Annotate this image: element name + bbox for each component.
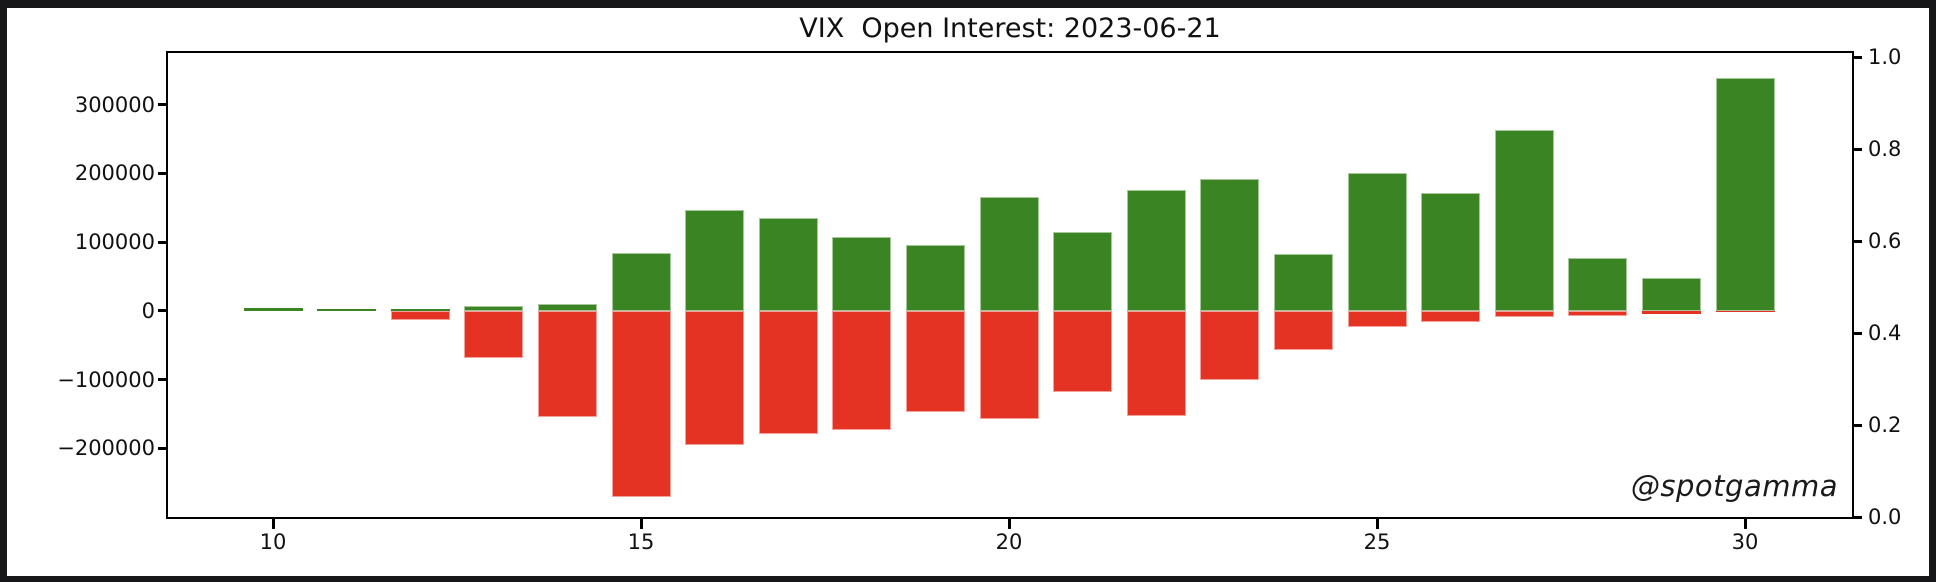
- bar-put-29: [1641, 310, 1701, 314]
- bar-call-15: [611, 253, 671, 311]
- bar-call-26: [1421, 193, 1481, 311]
- bar-call-29: [1641, 277, 1701, 311]
- x-tickmark: [271, 517, 275, 529]
- bar-put-19: [905, 310, 965, 412]
- y-right-tickmark: [1852, 239, 1862, 243]
- chart-title: VIX Open Interest: 2023-06-21: [799, 13, 1221, 44]
- x-tick-label: 20: [995, 530, 1023, 554]
- bar-call-18: [832, 236, 892, 311]
- bar-call-21: [1053, 232, 1113, 311]
- y-right-tick-label: 0.8: [1868, 137, 1902, 161]
- y-right-tick-label: 0.2: [1868, 413, 1902, 437]
- bar-put-16: [685, 310, 745, 446]
- y-right-tick-label: 0.4: [1868, 321, 1902, 345]
- y-left-tick-label: −100000: [57, 367, 155, 392]
- watermark-text: @spotgamma: [1630, 469, 1838, 503]
- x-tickmark: [1743, 517, 1747, 529]
- bar-put-25: [1347, 310, 1407, 327]
- y-left-tick-label: 200000: [74, 161, 155, 186]
- y-left-tick-label: 100000: [74, 230, 155, 255]
- x-tick-label: 15: [627, 530, 655, 554]
- y-left-tick-label: 300000: [74, 92, 155, 117]
- bar-call-25: [1347, 173, 1407, 311]
- y-right-tickmark: [1852, 55, 1862, 59]
- y-left-tickmark: [158, 240, 168, 244]
- bar-put-18: [832, 310, 892, 430]
- bar-call-14: [537, 303, 597, 311]
- bar-put-21: [1053, 310, 1113, 392]
- y-left-tickmark: [158, 378, 168, 382]
- x-tick-label: 10: [259, 530, 287, 554]
- bar-put-14: [537, 310, 597, 418]
- bar-call-17: [758, 217, 818, 311]
- bar-call-11: [317, 309, 377, 311]
- y-left-tickmark: [158, 103, 168, 107]
- bar-call-19: [905, 244, 965, 311]
- bar-put-20: [979, 310, 1039, 419]
- y-right-tickmark: [1852, 331, 1862, 335]
- x-tickmark: [1375, 517, 1379, 529]
- x-tickmark: [639, 517, 643, 529]
- bar-call-12: [390, 308, 450, 311]
- bar-put-26: [1421, 310, 1481, 323]
- bar-call-20: [979, 196, 1039, 311]
- y-right-tick-label: 1.0: [1868, 45, 1902, 69]
- y-right-tick-label: 0.6: [1868, 229, 1902, 253]
- plot-border: [166, 51, 1854, 519]
- bar-call-10: [243, 308, 303, 311]
- bar-call-22: [1126, 190, 1186, 311]
- y-right-tickmark: [1852, 515, 1862, 519]
- bar-put-30: [1715, 310, 1775, 313]
- bar-put-23: [1200, 310, 1260, 380]
- y-left-tick-label: 0: [141, 298, 155, 323]
- bar-call-24: [1273, 253, 1333, 311]
- y-right-tickmark: [1852, 423, 1862, 427]
- bar-put-27: [1494, 310, 1554, 317]
- x-tick-label: 30: [1731, 530, 1759, 554]
- bar-call-13: [464, 305, 524, 311]
- chart-figure: VIX Open Interest: 2023-06-21 300000 2000…: [7, 8, 1929, 576]
- bar-put-17: [758, 310, 818, 435]
- bar-put-12: [390, 310, 450, 320]
- y-left-tickmark: [158, 171, 168, 175]
- y-right-tick-label: 0.0: [1868, 505, 1902, 529]
- y-left-tick-label: −200000: [57, 436, 155, 461]
- bar-call-30: [1715, 78, 1775, 311]
- bar-put-15: [611, 310, 671, 498]
- bar-put-13: [464, 310, 524, 359]
- y-left-tickmark: [158, 446, 168, 450]
- bar-call-28: [1568, 257, 1628, 311]
- bar-put-22: [1126, 310, 1186, 416]
- bar-call-16: [685, 210, 745, 311]
- x-tick-label: 25: [1363, 530, 1391, 554]
- x-tickmark: [1007, 517, 1011, 529]
- bar-put-28: [1568, 310, 1628, 316]
- y-left-tickmark: [158, 309, 168, 313]
- bar-call-27: [1494, 129, 1554, 311]
- y-right-tickmark: [1852, 147, 1862, 151]
- bar-put-24: [1273, 310, 1333, 350]
- bar-call-23: [1200, 178, 1260, 311]
